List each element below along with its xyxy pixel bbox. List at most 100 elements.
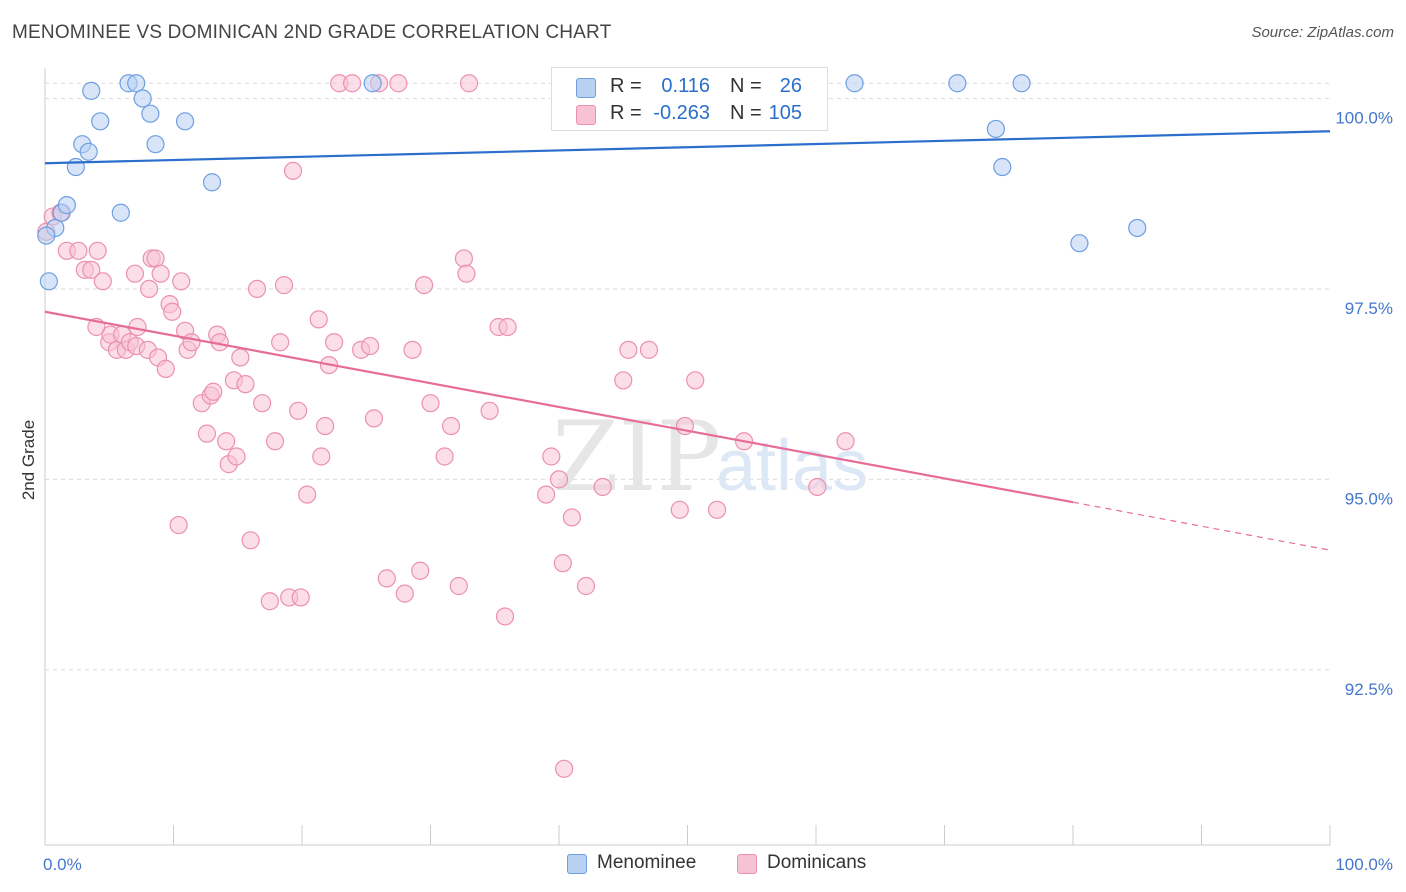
r-label: R = xyxy=(610,102,642,124)
legend-label: Dominicans xyxy=(767,852,867,873)
dominican-point xyxy=(247,279,267,299)
menominee-point xyxy=(133,89,152,108)
x-tick-label: 0.0% xyxy=(43,855,82,874)
menominee-point xyxy=(146,135,165,154)
dominican-point xyxy=(88,241,107,260)
dominican-point xyxy=(414,276,434,295)
dominican-point xyxy=(312,447,331,466)
dominican-point xyxy=(395,584,414,603)
axis-layer: 92.5% 95.0% 97.5% 100.0% 0.0% 100.0% xyxy=(43,68,1393,874)
dominican-point xyxy=(364,409,384,428)
r-value: -0.263 xyxy=(653,102,710,124)
y-tick-label: 100.0% xyxy=(1335,108,1393,127)
dominican-point xyxy=(93,272,112,291)
dominican-point xyxy=(204,382,223,401)
dominican-point xyxy=(537,485,556,504)
dominican-point xyxy=(459,74,479,93)
dominican-point xyxy=(480,401,499,420)
watermark: ZIP atlas xyxy=(552,401,868,513)
dominican-point xyxy=(253,394,272,413)
menominee-legend-swatch xyxy=(567,854,587,874)
dominican-point xyxy=(151,264,170,283)
dominican-point xyxy=(260,592,279,611)
menominee-point xyxy=(948,74,967,93)
dominican-point xyxy=(614,371,633,390)
dominican-point xyxy=(639,340,659,359)
menominee-point xyxy=(79,142,98,161)
dominican-point xyxy=(707,500,727,519)
dominican-point xyxy=(291,588,310,607)
menominee-point xyxy=(993,157,1012,177)
dominican-point xyxy=(172,272,191,291)
y-tick-label: 97.5% xyxy=(1345,299,1393,318)
dominican-point xyxy=(309,310,328,329)
dominican-point xyxy=(495,607,515,626)
menominee-point xyxy=(845,74,864,93)
menominee-point xyxy=(127,74,146,93)
trend-layer xyxy=(44,130,1331,551)
dominican-point xyxy=(457,264,476,283)
menominee-point xyxy=(1012,74,1031,93)
points-layer xyxy=(37,74,1147,778)
dominican-point xyxy=(82,260,101,279)
dominican-point xyxy=(576,576,596,596)
dominican-point xyxy=(670,500,689,519)
dominican-point xyxy=(265,432,285,451)
dominican-point xyxy=(217,432,236,451)
dominicans-swatch xyxy=(576,105,596,125)
dominicans-trendline-extension xyxy=(1072,501,1331,551)
dominican-point xyxy=(69,241,88,260)
dominican-point xyxy=(289,401,308,420)
dominican-point xyxy=(236,375,255,394)
dominican-point xyxy=(169,515,188,535)
dominican-point xyxy=(562,508,581,527)
menominee-point xyxy=(1128,218,1147,238)
r-value: 0.116 xyxy=(661,75,710,97)
dominican-point xyxy=(343,74,362,93)
series-legend: Menominee Dominicans xyxy=(0,852,1406,878)
dominican-point xyxy=(389,74,408,93)
menominee-point xyxy=(37,226,56,245)
menominee-point xyxy=(363,74,382,93)
dominican-point xyxy=(146,249,165,268)
menominee-point xyxy=(57,196,76,215)
menominee-point xyxy=(91,112,110,131)
menominee-point xyxy=(66,157,85,177)
dominican-point xyxy=(325,333,344,352)
stats-legend: R = 0.116 N = 26 R = -0.263 N = 105 xyxy=(551,67,828,131)
stats-legend-row-menominee: R = 0.116 N = 26 xyxy=(552,73,827,101)
dominican-point xyxy=(377,569,396,588)
dominican-point xyxy=(163,302,182,321)
dominican-point xyxy=(454,249,474,268)
source-label: Source: ZipAtlas.com xyxy=(1251,24,1394,41)
dominican-point xyxy=(182,333,201,352)
n-label: N = xyxy=(730,102,762,124)
dominican-point xyxy=(411,561,430,580)
watermark-zip: ZIP xyxy=(552,401,721,513)
menominee-point xyxy=(82,81,101,100)
y-tick-label: 95.0% xyxy=(1345,489,1393,508)
dominican-point xyxy=(593,477,612,497)
menominee-point xyxy=(202,173,222,192)
dominican-point xyxy=(274,276,294,295)
dominican-point xyxy=(808,477,827,497)
dominican-point xyxy=(542,447,561,466)
dominican-point xyxy=(619,340,638,359)
dominican-point xyxy=(316,416,335,436)
dominican-point xyxy=(686,371,705,390)
dominican-point xyxy=(227,447,246,466)
menominee-trendline xyxy=(44,130,1331,165)
dominican-point xyxy=(421,394,440,413)
y-tick-label: 92.5% xyxy=(1345,680,1393,699)
dominicans-trendline xyxy=(44,310,1074,504)
dominican-point xyxy=(403,340,422,359)
r-label: R = xyxy=(610,75,642,97)
y-axis-label: 2nd Grade xyxy=(19,420,38,500)
dominican-point xyxy=(241,531,260,550)
dominican-point xyxy=(449,576,468,596)
dominican-point xyxy=(435,447,454,466)
dominican-point xyxy=(441,416,461,436)
menominee-point xyxy=(175,112,195,131)
dominican-point xyxy=(197,424,217,443)
